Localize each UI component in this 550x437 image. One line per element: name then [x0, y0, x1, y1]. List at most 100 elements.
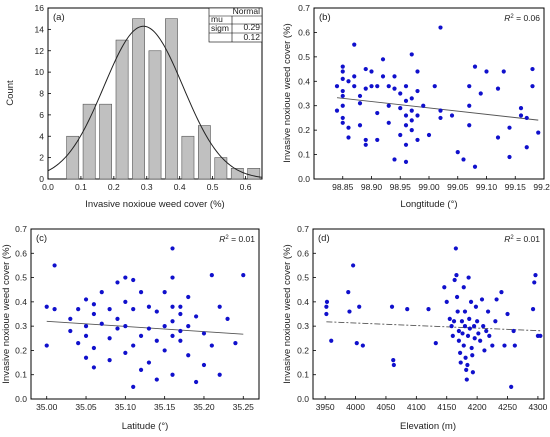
panel-a-y-tick-label: 8 — [39, 89, 44, 99]
panel-c-trend-line — [46, 320, 244, 335]
panel-b-x-axis-title: Longtitude (°) — [400, 199, 457, 210]
scatter-point — [438, 25, 443, 30]
panel-b-y-tick-label: 0.7 — [298, 3, 310, 13]
histogram-bar — [181, 135, 195, 180]
panel-d-y-tick-label: 0.5 — [297, 273, 309, 283]
panel-d: 3950 4000 4050 4100 4150 4200 4250 4300 0.00.10… — [282, 224, 548, 432]
scatter-point — [52, 307, 57, 312]
panel-b-r-squared: R2 = 0.06 — [504, 13, 540, 23]
scatter-point — [485, 309, 491, 314]
scatter-point — [154, 338, 159, 343]
scatter-point — [409, 118, 414, 123]
panel-a-legend-box — [208, 7, 263, 43]
panel-c-x-tick-label: 35.05 — [75, 402, 97, 412]
scatter-point — [194, 314, 199, 319]
panel-a-x-ticks: 0.0 0.1 0.2 0.3 0.4 0.5 0.6 — [42, 176, 252, 192]
scatter-point — [472, 164, 478, 169]
panel-a-legend: Normal mu 0.29 sigm 0.12 — [208, 6, 263, 43]
panel-b-label: (b) — [319, 12, 331, 23]
scatter-point — [468, 299, 474, 304]
scatter-point — [340, 120, 345, 125]
scatter-point — [442, 285, 447, 290]
scatter-point — [463, 355, 468, 360]
scatter-point — [131, 307, 136, 312]
panel-b-y-tick-label: 0.3 — [298, 101, 310, 111]
scatter-point — [178, 328, 183, 334]
panel-c-r2-superscript: 2 — [225, 235, 229, 241]
scatter-point — [138, 367, 144, 372]
scatter-point — [478, 91, 483, 96]
panel-d-x-tick-label: 4100 — [407, 402, 426, 412]
scatter-point — [334, 108, 340, 113]
panel-a-x-tick-label: 0.5 — [207, 182, 219, 192]
panel-a-y-tick-label: 16 — [35, 3, 45, 13]
scatter-point — [518, 113, 524, 118]
scatter-point — [454, 294, 460, 300]
panel-d-x-tick-label: 4300 — [528, 402, 547, 412]
panel-d-y-tick-label: 0.4 — [297, 297, 309, 307]
scatter-point — [363, 142, 368, 147]
scatter-point — [68, 328, 73, 334]
panel-c-x-tick-label: 35.25 — [233, 402, 255, 412]
scatter-point — [123, 275, 128, 280]
scatter-point — [352, 74, 357, 79]
scatter-point — [386, 103, 391, 108]
scatter-point — [467, 123, 472, 128]
panel-b-y-tick-label: 0.5 — [298, 52, 310, 62]
panel-a-legend-mu-key: mu — [211, 14, 223, 24]
panel-b-y-tick-label: 0.2 — [298, 125, 310, 135]
scatter-point — [467, 84, 472, 89]
scatter-point — [403, 123, 409, 128]
panel-c-y-axis-title: Invasive noxioue weed cover (%) — [1, 244, 12, 383]
scatter-point — [170, 372, 175, 377]
scatter-point — [329, 338, 334, 343]
scatter-point — [217, 372, 222, 377]
scatter-point — [471, 324, 477, 329]
scatter-point — [538, 333, 543, 338]
scatter-point — [123, 350, 128, 355]
scatter-point — [470, 353, 475, 358]
scatter-point — [409, 128, 414, 133]
panel-a-x-tick-label: 0.0 — [42, 182, 54, 192]
scatter-point — [403, 142, 409, 147]
scatter-point — [507, 125, 512, 130]
scatter-point — [392, 74, 397, 79]
scatter-point — [467, 326, 472, 331]
panel-d-y-tick-label: 0.0 — [297, 394, 309, 404]
scatter-point — [467, 103, 472, 108]
panel-c-r2-symbol: R — [219, 234, 225, 244]
scatter-point — [375, 84, 380, 89]
scatter-point — [447, 316, 452, 321]
scatter-point — [464, 377, 469, 382]
scatter-point — [449, 113, 455, 118]
scatter-point — [154, 377, 159, 382]
panel-d-r-squared: R2 = 0.01 — [504, 234, 540, 244]
panel-d-x-tick-label: 4050 — [376, 402, 395, 412]
scatter-point — [363, 66, 368, 72]
scatter-point — [146, 304, 152, 309]
scatter-point — [154, 309, 159, 314]
scatter-point — [186, 324, 191, 329]
scatter-point — [398, 91, 403, 96]
scatter-point — [461, 157, 466, 162]
scatter-point — [462, 324, 468, 329]
panel-b-y-axis-title: Invasive noxioue weed cover (%) — [282, 23, 293, 162]
scatter-point — [398, 132, 403, 138]
panel-d-x-tick-label: 4000 — [346, 402, 365, 412]
scatter-point — [466, 275, 471, 280]
panel-a-legend-sigma-value: 0.12 — [243, 32, 260, 42]
scatter-point — [83, 355, 89, 360]
scatter-point — [201, 362, 207, 368]
scatter-point — [233, 341, 238, 346]
scatter-point — [415, 88, 420, 94]
histogram-bar — [82, 103, 96, 180]
scatter-point — [484, 328, 489, 334]
panel-b: 98.85 98.90 98.95 99.00 99.05 99.10 99.15 99.2 0… — [282, 3, 550, 210]
panel-b-y-ticks: 0.0 0.1 0.2 0.3 0.4 0.5 0.6 0.7 — [298, 3, 317, 184]
scatter-point — [44, 343, 49, 348]
scatter-point — [209, 343, 214, 348]
scatter-point — [375, 137, 380, 143]
panel-c-x-tick-label: 35.10 — [115, 402, 137, 412]
